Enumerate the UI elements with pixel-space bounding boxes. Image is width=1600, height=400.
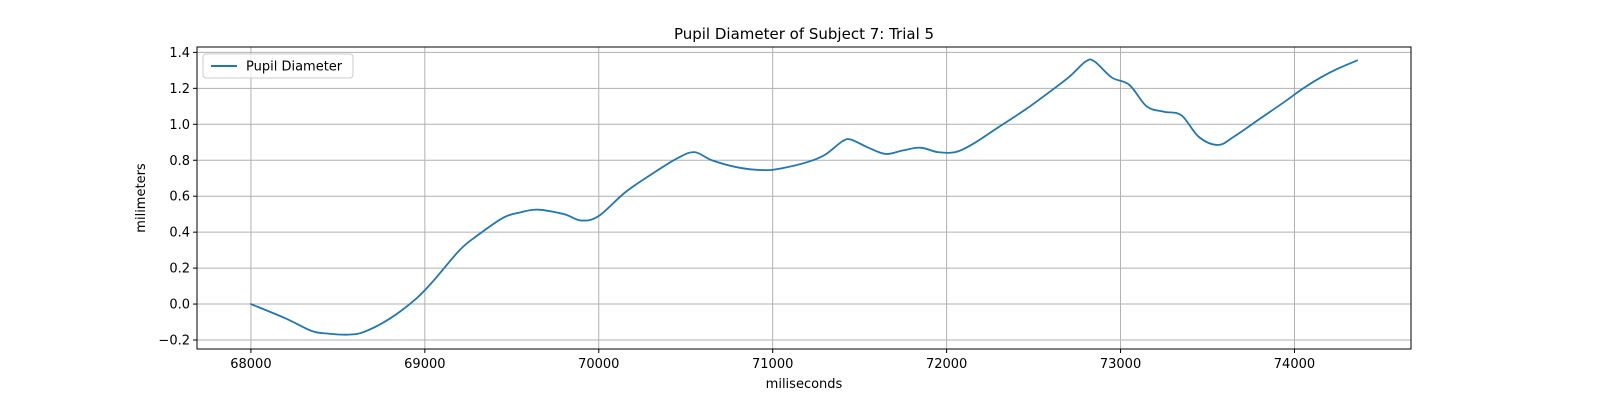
- legend: Pupil Diameter: [202, 53, 354, 79]
- y-tick-label: 0.4: [169, 226, 190, 241]
- x-tick-label: 69000: [404, 357, 445, 372]
- plot-frame: [196, 46, 1412, 350]
- series-layer: [250, 58, 1358, 336]
- y-tick-label: −0.2: [158, 334, 190, 349]
- x-tick-label: 73000: [1100, 357, 1141, 372]
- x-tick-label: 71000: [752, 357, 793, 372]
- y-tick-label: 0.2: [169, 262, 190, 277]
- legend-label-pupil-diameter: Pupil Diameter: [246, 60, 343, 75]
- x-tick-label: 68000: [230, 357, 271, 372]
- x-tick-label: 74000: [1274, 357, 1315, 372]
- legend-box: [202, 53, 354, 79]
- x-tick-label: 70000: [578, 357, 619, 372]
- y-tick-label: 1.0: [169, 118, 190, 133]
- x-tick-label: 72000: [926, 357, 967, 372]
- y-axis-label: milimeters: [134, 163, 149, 233]
- y-tick-label: 0.6: [169, 190, 190, 205]
- y-tick-label: 0.8: [169, 154, 190, 169]
- y-tick-label: 1.2: [169, 82, 190, 97]
- chart-title: Pupil Diameter of Subject 7: Trial 5: [674, 25, 934, 43]
- y-tick-label: 0.0: [169, 298, 190, 313]
- series-line-pupil-diameter: [250, 58, 1358, 336]
- grid-lines: [197, 47, 1411, 349]
- x-axis-ticks: 68000 69000 70000 71000 72000 73000 74000: [230, 349, 1315, 372]
- y-axis-ticks: −0.2 0.0 0.2 0.4 0.6 0.8 1.0 1.2 1.4: [158, 46, 197, 349]
- x-axis-label: miliseconds: [766, 377, 843, 392]
- y-tick-label: 1.4: [169, 46, 190, 61]
